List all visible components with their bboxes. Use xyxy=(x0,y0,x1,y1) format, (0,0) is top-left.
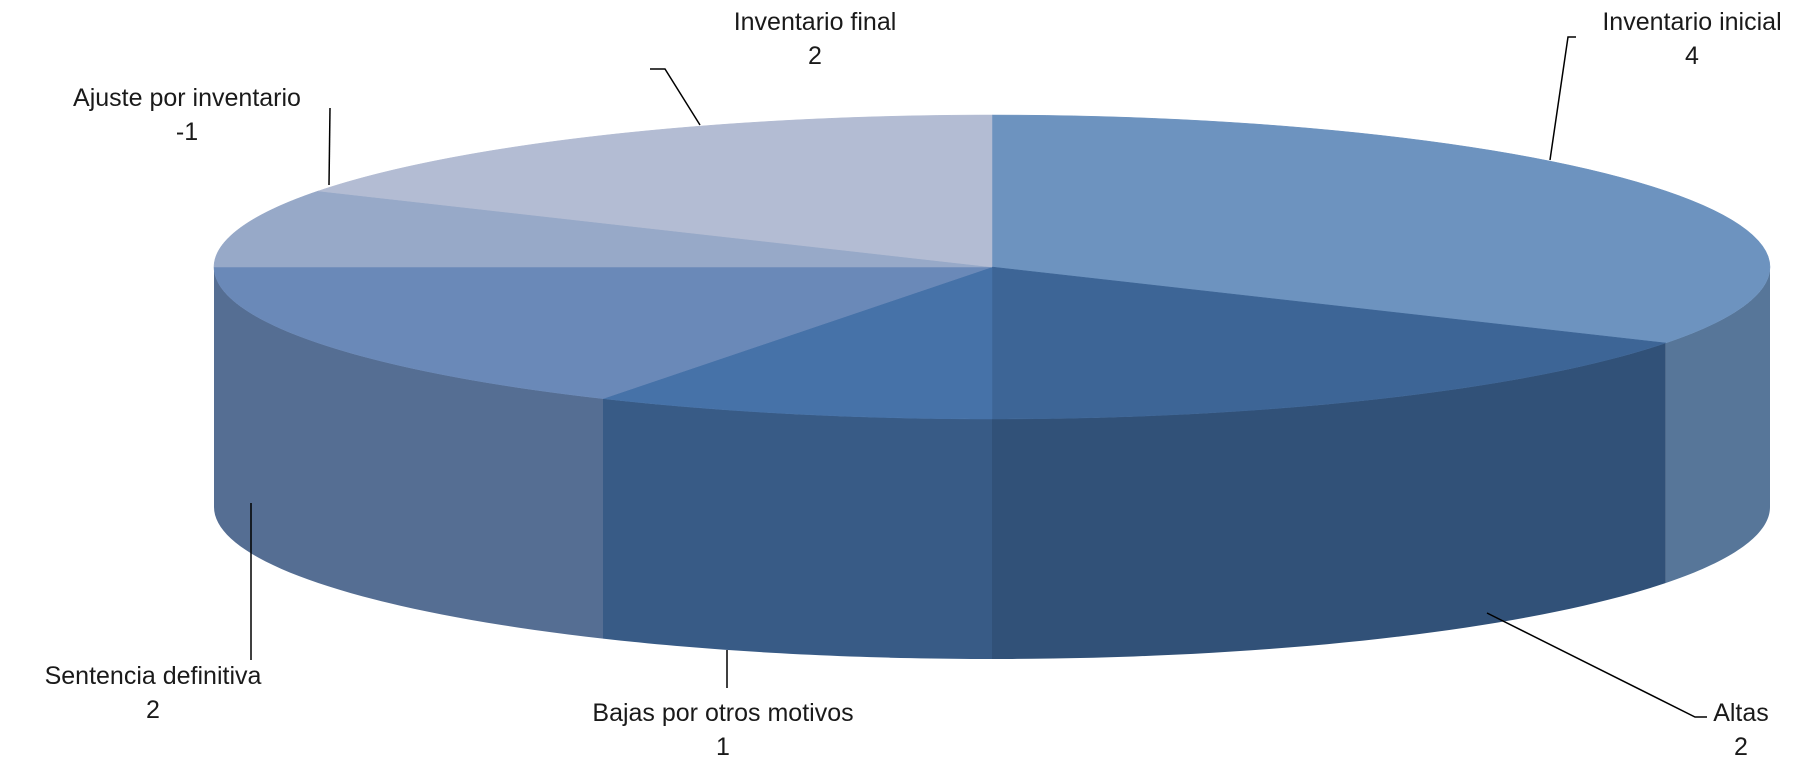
pie-tops xyxy=(213,114,1771,420)
pie-slice xyxy=(602,266,993,420)
label-value: 2 xyxy=(146,696,160,724)
label-value: 2 xyxy=(808,42,822,70)
label-name: Ajuste por inventario xyxy=(73,84,301,112)
pie-wall xyxy=(1665,267,1770,583)
label-name: Bajas por otros motivos xyxy=(592,699,853,727)
labels: Inventario inicial 4 Altas 2 Bajas por otros… xyxy=(45,8,1782,758)
label-value: 2 xyxy=(1734,733,1748,758)
label-name: Sentencia definitiva xyxy=(45,662,262,690)
leader-line xyxy=(1549,36,1576,161)
pie-wall xyxy=(214,267,603,639)
leader-line xyxy=(650,68,701,126)
leader-line xyxy=(328,107,331,186)
label-name: Altas xyxy=(1713,699,1769,727)
label-value: -1 xyxy=(176,118,198,146)
pie-walls xyxy=(214,267,1770,659)
pie-slice xyxy=(991,114,1771,344)
label-name: Inventario final xyxy=(734,8,897,36)
label-value: 4 xyxy=(1685,42,1699,70)
pie-wall xyxy=(992,343,1666,659)
pie-slice xyxy=(991,266,1666,420)
leader-line xyxy=(1486,612,1707,718)
pie-slice xyxy=(318,114,993,268)
label-name: Inventario inicial xyxy=(1602,8,1781,36)
pie-slice xyxy=(213,266,993,399)
pie-wall xyxy=(603,398,992,659)
label-value: 1 xyxy=(716,733,730,758)
pie-slice xyxy=(213,190,993,268)
